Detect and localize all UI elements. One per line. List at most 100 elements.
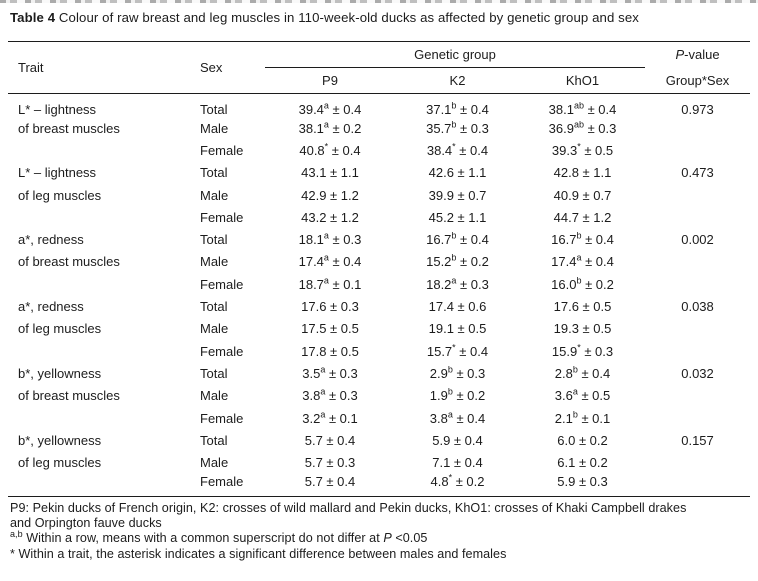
table-row: of breast muscles Male 3.8a ± 0.3 1.9b ± 0.… xyxy=(8,385,750,407)
superscript: * xyxy=(452,342,456,353)
pvalue-cell xyxy=(645,407,750,429)
value-cell: 37.1b ± 0.4 xyxy=(426,100,489,117)
value-cell: 4.8* ± 0.2 xyxy=(430,472,485,490)
value-cell: 17.5 ± 0.5 xyxy=(301,321,359,337)
value-cell: 3.5a ± 0.3 xyxy=(302,364,358,381)
superscript: b xyxy=(576,230,582,241)
value-cell: 6.1 ± 0.2 xyxy=(557,455,608,471)
value-cell: 3.8a ± 0.4 xyxy=(429,409,486,426)
pvalue-cell xyxy=(645,340,750,362)
table-row: b*, yellowness Total 5.7 ± 0.4 5.9 ± 0.4 6.0… xyxy=(8,429,750,451)
trait-cell xyxy=(8,139,190,161)
value-cell: 42.8 ± 1.1 xyxy=(553,165,612,181)
value-cell: 43.1 ± 1.1 xyxy=(301,165,359,181)
pvalue-cell: 0.032 xyxy=(681,365,714,381)
value-cell: 5.7 ± 0.4 xyxy=(304,474,356,490)
sex-cell: Female xyxy=(200,209,244,225)
sex-cell: Female xyxy=(200,410,244,426)
value-cell: 38.1ab ± 0.4 xyxy=(548,100,617,117)
value-cell: 38.1a ± 0.2 xyxy=(298,119,362,136)
superscript: a xyxy=(320,386,326,397)
superscript: b xyxy=(451,119,457,130)
table-row: Female 40.8* ± 0.4 38.4* ± 0.4 39.3* ± 0.5 xyxy=(8,139,750,161)
trait-cell: of leg muscles xyxy=(18,321,102,337)
sex-cell: Male xyxy=(200,187,229,203)
col-header-group-sex: Group*Sex xyxy=(645,67,751,94)
value-cell: 17.8 ± 0.5 xyxy=(301,343,359,359)
superscript: a xyxy=(323,253,329,264)
value-cell: 2.8b ± 0.4 xyxy=(554,364,611,381)
sex-cell: Total xyxy=(200,299,228,315)
superscript: a xyxy=(320,409,326,420)
superscript: a xyxy=(323,275,329,286)
value-cell: 18.2a ± 0.3 xyxy=(426,275,489,292)
table-row: L* – lightness Total 43.1 ± 1.1 42.6 ± 1.1 4… xyxy=(8,162,750,184)
sex-cell: Total xyxy=(200,102,228,117)
sex-cell: Male xyxy=(200,254,229,270)
value-cell: 2.9b ± 0.3 xyxy=(429,364,486,381)
paper-page: Table 4 Colour of raw breast and leg mus… xyxy=(8,10,751,561)
col-header-pvalue: P-value xyxy=(675,47,720,63)
superscript: b xyxy=(447,386,453,397)
sex-cell: Female xyxy=(200,343,244,359)
value-cell: 16.0b ± 0.2 xyxy=(551,275,614,292)
superscript: ab xyxy=(573,119,584,130)
superscript: a xyxy=(576,253,582,264)
sex-cell: Male xyxy=(200,321,229,337)
table-row: Female 3.2a ± 0.1 3.8a ± 0.4 2.1b ± 0.1 xyxy=(8,407,750,429)
value-cell: 40.9 ± 0.7 xyxy=(553,187,612,203)
value-cell: 42.6 ± 1.1 xyxy=(428,165,487,181)
table-row: of breast muscles Male 17.4a ± 0.4 15.2b ± … xyxy=(8,251,750,273)
superscript: b xyxy=(451,253,457,264)
scan-edge-artifact xyxy=(0,0,758,3)
trait-cell: of breast muscles xyxy=(18,120,120,136)
table-header: Trait Sex Genetic group P-value P9 K2 Kh… xyxy=(8,41,751,94)
col-header-kho1: KhO1 xyxy=(520,67,646,94)
value-cell: 16.7b ± 0.4 xyxy=(551,230,614,248)
value-cell: 15.9* ± 0.3 xyxy=(551,342,614,359)
value-cell: 39.9 ± 0.7 xyxy=(428,187,487,203)
table-row: Female 18.7a ± 0.1 18.2a ± 0.3 16.0b ± 0.2 xyxy=(8,273,750,295)
pvalue-cell xyxy=(645,251,750,273)
trait-cell xyxy=(8,474,190,496)
value-cell: 36.9ab ± 0.3 xyxy=(548,119,617,136)
pvalue-cell xyxy=(645,385,750,407)
value-cell: 38.4* ± 0.4 xyxy=(426,141,489,158)
value-cell: 5.7 ± 0.3 xyxy=(304,455,356,471)
value-cell: 2.1b ± 0.1 xyxy=(554,409,611,426)
value-cell: 3.8a ± 0.3 xyxy=(302,386,358,404)
value-cell: 45.2 ± 1.1 xyxy=(428,209,487,225)
colour-data-table: Trait Sex Genetic group P-value P9 K2 Kh… xyxy=(8,41,751,497)
pvalue-cell xyxy=(645,139,750,161)
pvalue-cell xyxy=(645,318,750,340)
pvalue-cell xyxy=(645,206,750,228)
superscript: b xyxy=(572,364,578,375)
value-cell: 19.1 ± 0.5 xyxy=(428,321,487,337)
value-cell: 19.3 ± 0.5 xyxy=(553,321,612,337)
superscript: a xyxy=(447,409,453,420)
value-cell: 15.7* ± 0.4 xyxy=(426,342,489,359)
value-cell: 35.7b ± 0.3 xyxy=(426,119,489,136)
trait-cell: of leg muscles xyxy=(18,455,102,471)
value-cell: 5.9 ± 0.3 xyxy=(557,474,608,490)
pvalue-cell: 0.002 xyxy=(681,232,714,248)
value-cell: 39.4a ± 0.4 xyxy=(298,100,362,117)
trait-cell: a*, redness xyxy=(18,232,84,248)
value-cell: 17.4a ± 0.4 xyxy=(298,253,362,270)
pvalue-cell: 0.973 xyxy=(681,102,714,117)
sex-cell: Female xyxy=(200,474,244,490)
value-cell: 5.7 ± 0.4 xyxy=(304,432,356,448)
col-header-genetic-group: Genetic group xyxy=(265,41,646,68)
sex-cell: Total xyxy=(200,232,228,248)
value-cell: 18.1a ± 0.3 xyxy=(298,230,362,248)
superscript: a xyxy=(323,119,329,130)
footnote-genetic-groups: P9: Pekin ducks of French origin, K2: cr… xyxy=(10,500,687,530)
trait-cell: L* – lightness xyxy=(18,165,97,181)
trait-cell: b*, yellowness xyxy=(18,365,102,381)
sex-cell: Male xyxy=(200,455,229,471)
col-header-sex: Sex xyxy=(190,41,265,94)
trait-cell: of leg muscles xyxy=(18,187,102,203)
table-row: Female 43.2 ± 1.2 45.2 ± 1.1 44.7 ± 1.2 xyxy=(8,206,750,228)
value-cell: 3.6a ± 0.5 xyxy=(554,386,611,404)
superscript: * xyxy=(577,141,581,152)
